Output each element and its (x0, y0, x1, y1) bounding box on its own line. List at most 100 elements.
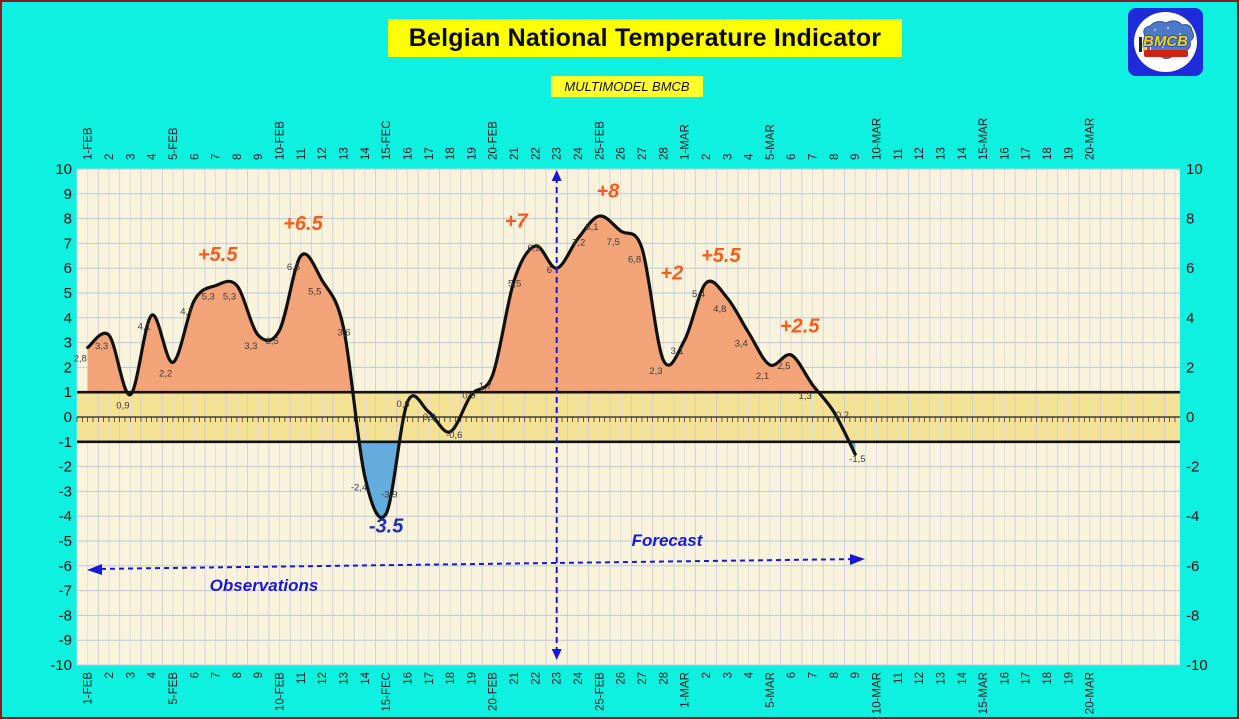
x-axis-label-top: 12 (317, 147, 329, 160)
annotation: +7 (505, 210, 529, 232)
y-axis-label-right: -10 (1186, 657, 1208, 674)
x-axis-label-top: 6 (786, 154, 798, 160)
x-axis-label-top: 10-MAR (872, 118, 884, 160)
x-axis-label-top: 1-FEB (83, 127, 95, 160)
x-axis-label-top: 1-MAR (680, 124, 692, 160)
x-axis-label-bottom: 10-MAR (872, 672, 884, 714)
data-label: 3,1 (671, 346, 684, 357)
x-axis-label-top: 15-FEC (381, 120, 393, 160)
data-label: 4,8 (713, 304, 726, 315)
data-label: 4,1 (138, 321, 151, 332)
data-label: 5,5 (308, 287, 321, 298)
y-axis-label-left: -9 (59, 632, 72, 649)
y-axis-label-left: 5 (64, 285, 72, 302)
y-axis-label-left: 6 (64, 260, 72, 277)
x-axis-label-top: 19 (1063, 147, 1075, 160)
data-label: 0,2 (836, 410, 849, 421)
x-axis-label-top: 22 (530, 147, 542, 160)
annotation: +8 (596, 181, 620, 203)
data-labels: 2,8 3,3 0,9 4,1 2,2 4,7 5,3 5,3 3,3 3,5 6,5 5,5 3,6 -… (74, 222, 866, 501)
y-axis-label-left: -1 (59, 434, 72, 451)
y-axis-label-left: 3 (64, 335, 72, 352)
x-axis-label-bottom: 10-FEB (275, 672, 287, 711)
data-label: 3,4 (735, 339, 748, 350)
y-axis-label-right: 0 (1186, 409, 1194, 426)
data-label: 6,8 (628, 254, 641, 265)
x-axis-label-top: 3 (125, 154, 137, 160)
data-label: 0,9 (116, 401, 129, 412)
y-axis-label-left: 9 (64, 186, 72, 203)
x-axis-label-bottom: 12 (317, 672, 329, 685)
x-axis-label-bottom: 5-MAR (765, 672, 777, 708)
annotation: +5.5 (198, 244, 238, 266)
x-axis-label-top: 14 (957, 147, 969, 160)
data-label: 6 (547, 265, 552, 276)
x-axis-label-bottom: 17 (1021, 672, 1033, 685)
x-axis-label-bottom: 17 (424, 672, 436, 685)
x-axis-label-bottom: 2 (104, 672, 116, 678)
x-axis-label-bottom: 5-FEB (168, 672, 180, 705)
x-axis-label-bottom: 13 (339, 672, 351, 685)
x-axis-label-bottom: 27 (637, 672, 649, 685)
x-axis-label-top: 16 (999, 147, 1011, 160)
y-axis-label-left: 2 (64, 359, 72, 376)
x-axis-label-bottom: 6 (786, 672, 798, 678)
y-axis-label-right: 4 (1186, 310, 1194, 327)
x-axis-label-bottom: 1-FEB (83, 672, 95, 705)
x-axis-label-top: 17 (424, 147, 436, 160)
divider-arrow-down (551, 649, 562, 660)
x-axis-label-top: 26 (616, 147, 628, 160)
data-label: 2,3 (649, 366, 662, 377)
y-axis-label-right: -8 (1186, 607, 1199, 624)
x-axis-label-bottom: 4 (147, 671, 159, 678)
x-axis-label-bottom: 4 (744, 671, 756, 678)
forecast-label: Forecast (632, 531, 704, 550)
x-axis-labels: 1-FEB1-FEB2233445-FEB5-FEB6677889910-FEB… (83, 118, 1097, 714)
x-axis-label-bottom: 22 (530, 672, 542, 685)
zero-axis-ticks (76, 417, 1176, 422)
page-title: Belgian National Temperature Indicator (388, 19, 902, 57)
y-axis-label-left: 0 (64, 409, 72, 426)
x-axis-label-bottom: 20-MAR (1085, 672, 1097, 714)
x-axis-label-top: 18 (445, 147, 457, 160)
x-axis-label-top: 23 (552, 147, 564, 160)
y-axis-labels: 109876543210-1-2-3-4-5-6-7-8-9-101086420… (50, 161, 1207, 674)
x-axis-label-top: 10-FEB (275, 121, 287, 160)
x-axis-label-top: 4 (744, 153, 756, 160)
data-label: 1,7 (479, 381, 492, 392)
data-label: 0,2 (423, 412, 436, 423)
x-axis-label-bottom: 11 (296, 672, 308, 684)
x-axis-label-top: 17 (1021, 147, 1033, 160)
annotations: +5.5 +6.5 +7 +8 +2 +5.5 +2.5 -3.5 (198, 181, 820, 538)
data-label: 6,5 (287, 262, 300, 273)
y-axis-label-right: 10 (1186, 161, 1203, 178)
annotation: -3.5 (369, 515, 404, 537)
x-axis-label-bottom: 18 (1042, 672, 1054, 685)
y-axis-label-right: -4 (1186, 508, 1199, 525)
timeline-arrow-right (850, 554, 865, 565)
x-axis-label-top: 19 (466, 147, 478, 160)
x-axis-label-top: 21 (509, 147, 521, 160)
x-axis-label-top: 2 (104, 154, 116, 160)
x-axis-label-top: 7 (808, 154, 820, 160)
y-axis-label-left: -10 (50, 657, 72, 674)
x-axis-label-top: 11 (296, 148, 308, 160)
y-axis-label-left: 7 (64, 235, 72, 252)
x-axis-label-bottom: 18 (445, 672, 457, 685)
y-axis-label-left: 4 (64, 310, 72, 327)
x-axis-label-bottom: 7 (211, 672, 223, 678)
x-axis-label-bottom: 8 (829, 672, 841, 678)
x-axis-label-bottom: 21 (509, 672, 521, 685)
x-axis-label-bottom: 26 (616, 672, 628, 685)
x-axis-label-top: 25-FEB (594, 121, 606, 160)
logo-text: BMCB (1143, 33, 1188, 50)
x-axis-label-top: 14 (360, 147, 372, 160)
x-axis-label-bottom: 11 (893, 672, 905, 684)
x-axis-label-bottom: 3 (125, 672, 137, 678)
logo-circle: BMCB (1134, 12, 1197, 72)
x-axis-label-top: 8 (829, 154, 841, 160)
x-axis-label-top: 9 (253, 154, 265, 160)
data-label: 3,6 (338, 328, 351, 339)
data-label: 7,5 (607, 237, 620, 248)
